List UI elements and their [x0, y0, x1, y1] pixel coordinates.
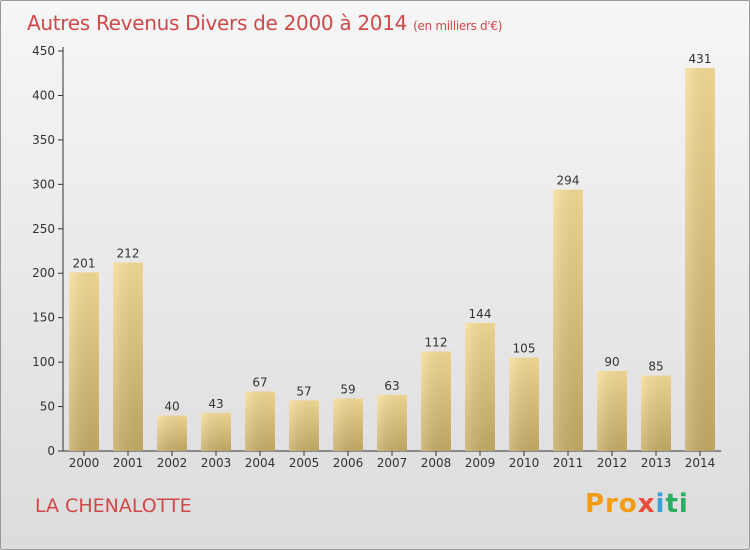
- data-label-2011: 294: [557, 174, 580, 188]
- bars: 201 212 40 43 67 57 59 63 112 144 105 294 90 85 431: [69, 52, 715, 451]
- x-tick-label-2001: 2001: [113, 456, 144, 470]
- x-tick-label-2004: 2004: [245, 456, 276, 470]
- data-label-2008: 112: [425, 335, 448, 349]
- y-tick-label: 100: [32, 355, 55, 369]
- data-label-2010: 105: [513, 342, 536, 356]
- x-tick-label-2011: 2011: [553, 456, 584, 470]
- data-label-2006: 59: [340, 383, 355, 397]
- x-tick-label-2006: 2006: [333, 456, 364, 470]
- data-label-2005: 57: [296, 384, 311, 398]
- data-label-2003: 43: [208, 397, 223, 411]
- x-axis: 2000 2001 2002 2003 2004 2005 2006 2007 2008 2009…: [63, 450, 721, 470]
- x-tick-label-2005: 2005: [289, 456, 320, 470]
- x-tick-label-2013: 2013: [641, 456, 672, 470]
- bar-shade-2011: [553, 189, 583, 451]
- y-tick-label: 150: [32, 311, 55, 325]
- bar-shade-2000: [69, 272, 99, 451]
- data-label-2002: 40: [164, 399, 179, 413]
- bar-shade-2006: [333, 398, 363, 451]
- y-tick-label: 450: [32, 44, 55, 58]
- data-label-2000: 201: [73, 256, 96, 270]
- bar-shade-2012: [597, 371, 627, 451]
- x-tick-label-2014: 2014: [685, 456, 716, 470]
- data-label-2001: 212: [117, 247, 140, 261]
- x-tick-label-2012: 2012: [597, 456, 628, 470]
- x-tick-label-2007: 2007: [377, 456, 408, 470]
- x-tick-label-2000: 2000: [69, 456, 100, 470]
- bar-shade-2013: [641, 375, 671, 451]
- data-label-2004: 67: [252, 375, 267, 389]
- bar-shade-2008: [421, 351, 451, 451]
- bar-shade-2007: [377, 395, 407, 451]
- bar-shade-2003: [201, 412, 231, 451]
- chart-title-text: Autres Revenus Divers de 2000 à 2014: [27, 11, 408, 35]
- y-tick-label: 200: [32, 266, 55, 280]
- chart-title: Autres Revenus Divers de 2000 à 2014 (en …: [27, 11, 502, 35]
- y-tick-label: 250: [32, 222, 55, 236]
- data-label-2014: 431: [689, 52, 712, 66]
- data-label-2007: 63: [384, 379, 399, 393]
- bar-shade-2014: [685, 67, 715, 451]
- x-tick-label-2010: 2010: [509, 456, 540, 470]
- bar-shade-2001: [113, 262, 143, 451]
- y-axis: 0 50 100 150 200 250 300 350 400 450: [32, 44, 64, 458]
- chart-unit: (en milliers d'€): [413, 19, 503, 33]
- y-tick-label: 0: [47, 444, 55, 458]
- bar-shade-2009: [465, 323, 495, 451]
- brand-logo: Proxiti: [585, 489, 689, 519]
- y-tick-label: 300: [32, 177, 55, 191]
- bar-shade-2010: [509, 357, 539, 451]
- commune-name: LA CHENALOTTE: [35, 495, 192, 517]
- x-tick-label-2009: 2009: [465, 456, 496, 470]
- bar-shade-2004: [245, 391, 275, 451]
- data-label-2013: 85: [648, 359, 663, 373]
- y-tick-label: 400: [32, 88, 55, 102]
- bar-shade-2005: [289, 400, 319, 451]
- data-label-2009: 144: [469, 307, 492, 321]
- data-label-2012: 90: [604, 355, 619, 369]
- x-tick-label-2003: 2003: [201, 456, 232, 470]
- bar-shade-2002: [157, 415, 187, 451]
- y-tick-label: 350: [32, 133, 55, 147]
- y-tick-label: 50: [40, 400, 55, 414]
- x-tick-label-2008: 2008: [421, 456, 452, 470]
- x-tick-label-2002: 2002: [157, 456, 188, 470]
